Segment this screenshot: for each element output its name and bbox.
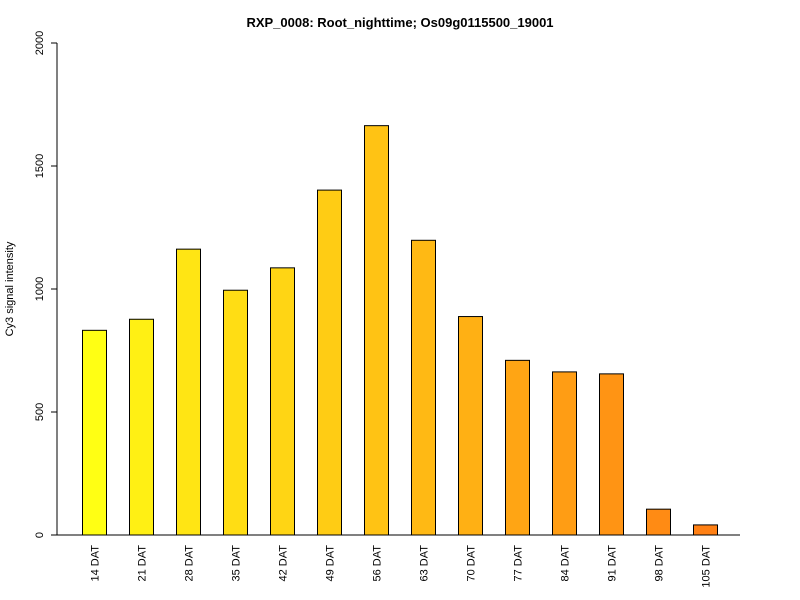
x-tick-label: 91 DAT <box>607 545 619 582</box>
bar <box>552 371 577 536</box>
bar <box>458 316 483 536</box>
bar <box>270 267 295 536</box>
x-tick-label: 70 DAT <box>466 545 478 582</box>
x-tick-label: 77 DAT <box>513 545 525 582</box>
y-tick-label: 2000 <box>34 31 46 55</box>
x-tick-label: 98 DAT <box>654 545 666 582</box>
bar <box>82 329 107 536</box>
bar <box>176 248 201 536</box>
x-tick-label: 63 DAT <box>419 545 431 582</box>
x-axis-tick-labels: 14 DAT 21 DAT 28 DAT 35 DAT 42 DAT 49 DAT 56 D… <box>90 545 713 588</box>
x-tick-label: 21 DAT <box>137 545 149 582</box>
bar <box>693 524 718 536</box>
y-axis-ticks: 0 500 1000 1500 2000 <box>34 31 57 538</box>
bar <box>223 289 248 536</box>
x-tick-label: 49 DAT <box>325 545 337 582</box>
x-tick-label: 56 DAT <box>372 545 384 582</box>
bar <box>646 508 671 536</box>
x-tick-label: 28 DAT <box>184 545 196 582</box>
y-axis-label: Cy3 signal intensity <box>4 241 16 336</box>
x-tick-label: 84 DAT <box>560 545 572 582</box>
bar <box>364 125 389 536</box>
x-tick-label: 42 DAT <box>278 545 290 582</box>
x-tick-label: 14 DAT <box>90 545 102 582</box>
y-tick-label: 1000 <box>34 277 46 301</box>
bar <box>317 189 342 536</box>
bar <box>411 239 436 536</box>
x-tick-label: 105 DAT <box>701 545 713 588</box>
bars-group <box>82 125 718 536</box>
chart-title: RXP_0008: Root_nighttime; Os09g0115500_1… <box>246 15 553 30</box>
y-tick-label: 0 <box>34 532 46 538</box>
y-tick-label: 500 <box>34 403 46 421</box>
x-tick-label: 35 DAT <box>231 545 243 582</box>
y-tick-label: 1500 <box>34 154 46 178</box>
bar <box>599 373 624 536</box>
bar <box>505 359 530 536</box>
bar <box>129 318 154 536</box>
